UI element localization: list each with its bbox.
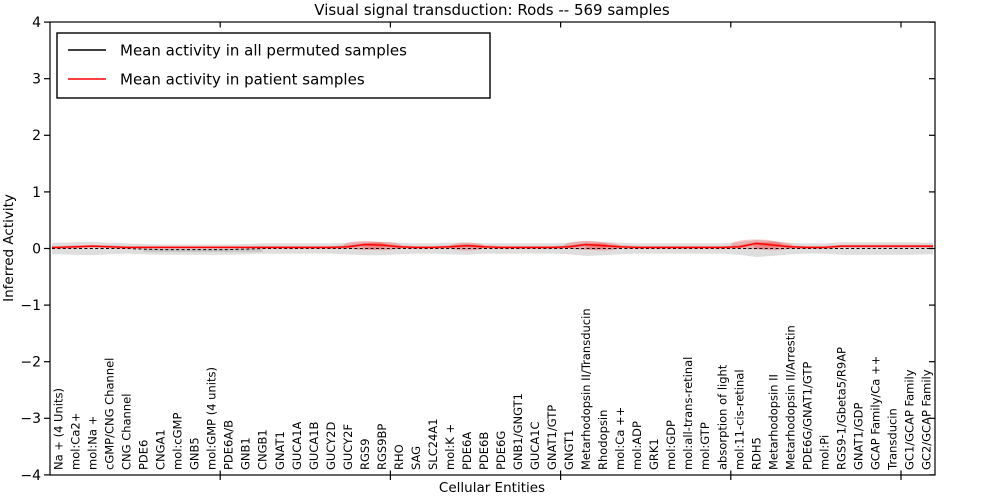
x-category-label: Na + (4 Units) — [52, 388, 66, 470]
x-category-label: RGS9BP — [375, 424, 389, 470]
x-category-label: SAG — [409, 446, 423, 470]
x-category-label: cGMP/CNG Channel — [103, 358, 117, 470]
x-category-label: mol:11-cis-retinal — [732, 369, 746, 470]
x-category-label: RGS9 — [358, 438, 372, 470]
x-category-label: CNG Channel — [120, 394, 134, 470]
legend-label-patient: Mean activity in patient samples — [120, 70, 365, 88]
y-tick-label: 2 — [32, 128, 41, 144]
permuted-mean-line — [52, 248, 933, 251]
patient-glow — [564, 241, 608, 250]
plot-border — [49, 21, 936, 476]
y-tick-label: −1 — [20, 298, 41, 314]
x-category-label: GUCA1A — [290, 421, 304, 470]
patient-glow — [343, 241, 387, 250]
band-layer — [52, 240, 933, 257]
patient-glow — [731, 239, 782, 250]
x-category-label: PDE6 — [137, 440, 151, 470]
x-category-label: Transducin — [886, 408, 900, 471]
x-category-label: mol:K + — [443, 424, 457, 470]
x-category-label: PDE6A/B — [222, 420, 236, 470]
x-category-label: RGS9-1/Gbeta5/R9AP — [834, 347, 848, 470]
x-category-label: GNAT1 — [273, 431, 287, 470]
patient-mean-line — [52, 242, 933, 249]
x-category-label: mol:Na + — [86, 416, 100, 470]
x-category-label: GUCY2D — [324, 422, 338, 470]
x-category-label: CNGA1 — [154, 429, 168, 470]
x-category-label: mol:GDP — [664, 420, 678, 470]
x-category-label: absorption of light — [715, 364, 729, 470]
x-category-label: GC1/GCAP Family — [903, 369, 917, 470]
x-category-label: mol:Ca ++ — [613, 407, 627, 470]
x-category-label: mol:Pi — [817, 435, 831, 470]
y-tick-label: 4 — [32, 15, 41, 31]
x-category-label: mol:Ca2+ — [69, 413, 83, 470]
x-category-label: mol:all-trans-retinal — [681, 357, 695, 470]
y-tick-label: 0 — [32, 241, 41, 257]
x-category-label: mol:ADP — [630, 421, 644, 470]
y-tick-label: 1 — [32, 185, 41, 201]
x-category-label: GNAT1/GDP — [851, 403, 865, 470]
x-category-label: mol:GTP — [698, 422, 712, 470]
y-tick-label: 3 — [32, 72, 41, 88]
series-layer — [52, 239, 933, 251]
permuted-spread-band — [52, 240, 933, 257]
x-category-label: Metarhodopsin II — [766, 374, 780, 470]
x-category-label: PDE6G — [494, 431, 508, 470]
legend-label-permuted: Mean activity in all permuted samples — [120, 41, 407, 59]
x-category-label: GUCA1C — [528, 421, 542, 470]
y-tick-label: −4 — [20, 468, 41, 484]
x-category-label: GCAP Family/Ca ++ — [868, 356, 882, 470]
y-tick-label: −2 — [20, 355, 41, 371]
x-category-label: Metarhodopsin II/Transducin — [579, 308, 593, 470]
x-category-label: GNB5 — [188, 437, 202, 470]
x-category-label: PDE6B — [477, 432, 491, 470]
x-category-label: Metarhodopsin II/Arrestin — [783, 325, 797, 470]
x-category-label: Rhodopsin — [596, 410, 610, 470]
y-axis-title: Inferred Activity — [1, 194, 17, 302]
x-category-label: CNGB1 — [256, 429, 270, 470]
x-axis-title: Cellular Entities — [439, 480, 545, 496]
legend: Mean activity in all permuted samples Me… — [56, 32, 491, 99]
x-category-label: GNGT1 — [562, 430, 576, 470]
x-category-label: GNAT1/GTP — [545, 405, 559, 470]
legend-box — [56, 32, 491, 99]
x-category-label: PDE6A — [460, 432, 474, 470]
x-category-label: RDH5 — [749, 437, 763, 470]
x-category-label: RHO — [392, 444, 406, 470]
x-category-label: GUCA1B — [307, 421, 321, 470]
x-category-label: mol:cGMP — [171, 413, 185, 470]
x-category-label: GC2/GCAP Family — [920, 369, 934, 470]
x-category-label: GRK1 — [647, 438, 661, 470]
x-category-label: GUCY2F — [341, 424, 355, 470]
x-category-label: SLC24A1 — [426, 418, 440, 470]
y-tick-label: −3 — [20, 411, 41, 427]
chart-title: Visual signal transduction: Rods -- 569 … — [314, 1, 670, 19]
x-category-label: GNB1 — [239, 437, 253, 470]
x-category-label: PDE6G/GNAT1/GTP — [800, 362, 814, 470]
x-category-label: mol:GMP (4 units) — [205, 367, 219, 470]
axes-layer: −4 −3 −2 −1 0 1 2 3 4 Na + (4 Units) mol:Ca2+ mol:N… — [20, 15, 935, 484]
x-category-label: GNB1/GNGT1 — [511, 393, 525, 470]
